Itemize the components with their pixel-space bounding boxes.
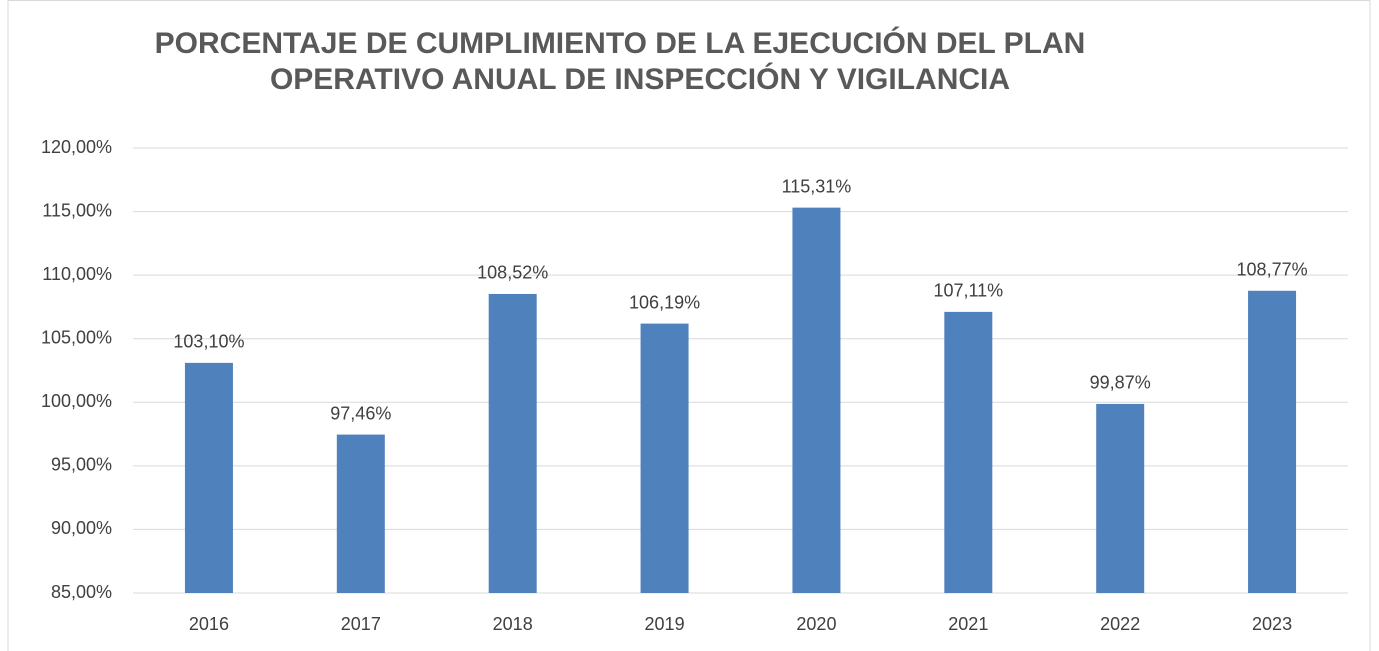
x-tick-label: 2020 (796, 614, 836, 634)
y-tick-label: 90,00% (51, 518, 112, 538)
chart-title: OPERATIVO ANUAL DE INSPECCIÓN Y VIGILANC… (270, 62, 1010, 96)
data-label: 108,52% (477, 263, 548, 283)
bar (1096, 403, 1145, 593)
y-tick-label: 105,00% (41, 327, 112, 347)
x-tick-label: 2021 (948, 614, 988, 634)
chart-title: PORCENTAJE DE CUMPLIMIENTO DE LA EJECUCI… (155, 26, 1086, 60)
x-tick-label: 2022 (1100, 614, 1140, 634)
y-tick-label: 120,00% (41, 137, 112, 157)
x-tick-label: 2017 (341, 614, 381, 634)
y-tick-label: 100,00% (41, 391, 112, 411)
data-label: 99,87% (1090, 373, 1151, 393)
bar (184, 362, 233, 593)
data-label: 103,10% (173, 332, 244, 352)
x-tick-label: 2019 (645, 614, 685, 634)
data-label: 97,46% (330, 403, 391, 423)
x-tick-label: 2023 (1252, 614, 1292, 634)
y-tick-label: 115,00% (42, 200, 112, 220)
y-tick-label: 95,00% (51, 455, 112, 475)
bar (792, 207, 841, 593)
data-label: 107,11% (933, 281, 1003, 301)
bar (944, 311, 993, 593)
x-tick-label: 2016 (189, 614, 229, 634)
y-tick-label: 110,00% (42, 264, 112, 284)
bar (336, 434, 385, 593)
data-label: 115,31% (782, 176, 852, 196)
bar (640, 323, 689, 593)
bar (1248, 290, 1297, 593)
data-label: 106,19% (629, 292, 700, 312)
bar (488, 293, 537, 593)
data-label: 108,77% (1237, 260, 1308, 280)
x-tick-label: 2018 (493, 614, 533, 634)
y-tick-label: 85,00% (51, 582, 112, 602)
